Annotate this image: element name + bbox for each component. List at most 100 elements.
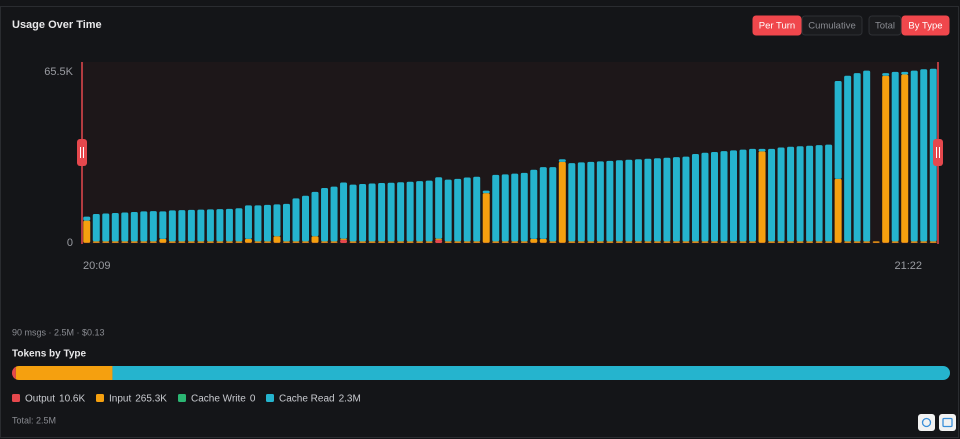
bar-segment xyxy=(482,193,490,243)
bar-segment xyxy=(416,241,424,243)
bar-segment xyxy=(511,241,519,243)
legend-name: Output xyxy=(25,393,55,404)
bar-segment xyxy=(511,173,519,242)
bar-segment xyxy=(615,160,623,242)
bar-segment xyxy=(197,209,205,242)
bar-segment xyxy=(853,73,861,242)
bar-segment xyxy=(891,71,899,242)
bar-segment xyxy=(634,241,642,243)
bar-segment xyxy=(454,178,462,242)
bar-segment xyxy=(796,241,804,243)
bar-segment xyxy=(653,158,661,242)
bar-segment xyxy=(340,239,348,243)
bar-segment xyxy=(159,238,167,243)
bar-segment xyxy=(634,159,642,242)
bar-segment xyxy=(558,159,566,162)
bar-segment xyxy=(653,241,661,243)
bar-segment xyxy=(558,161,566,243)
legend-name: Input xyxy=(109,393,131,404)
y-tick-label: 65.5K xyxy=(44,66,73,78)
bar-segment xyxy=(435,238,443,240)
bar-segment xyxy=(235,241,243,243)
bar-segment xyxy=(463,177,471,242)
bar-segment xyxy=(378,183,386,242)
bar-segment xyxy=(330,241,338,243)
legend-value: 2.3M xyxy=(339,393,361,404)
toggle-label[interactable]: Total xyxy=(875,21,895,32)
legend-swatch xyxy=(12,394,20,402)
toggle-button[interactable] xyxy=(868,15,902,36)
toggle-label[interactable]: Per Turn xyxy=(759,21,795,32)
bar-segment xyxy=(910,70,918,242)
bar-segment xyxy=(416,181,424,242)
bar-segment xyxy=(663,241,671,243)
type-segment xyxy=(15,366,113,380)
bar-segment xyxy=(330,186,338,242)
bar-segment xyxy=(825,144,833,242)
bar-segment xyxy=(520,241,528,243)
reset-icon[interactable] xyxy=(939,414,956,431)
bar-segment xyxy=(102,241,110,243)
legend-label: Output 10.6K xyxy=(25,393,85,404)
bar-segment xyxy=(863,241,871,243)
bar-segment xyxy=(520,172,528,242)
bar-segment xyxy=(730,241,738,243)
legend-value: 10.6K xyxy=(59,393,85,404)
bar-segment xyxy=(663,157,671,242)
type-bar xyxy=(12,366,950,380)
bar-segment xyxy=(787,241,795,243)
bar-segment xyxy=(787,146,795,242)
bar-segment xyxy=(777,147,785,242)
bar-segment xyxy=(853,241,861,243)
bar-segment xyxy=(882,73,890,76)
zoom-icon[interactable] xyxy=(918,414,935,431)
range-handle[interactable] xyxy=(933,139,943,166)
bar-segment xyxy=(473,176,481,242)
bar-segment xyxy=(834,178,842,243)
bar-segment xyxy=(168,210,176,242)
bar-segment xyxy=(406,241,414,243)
bar-segment xyxy=(368,183,376,242)
bar-segment xyxy=(225,208,233,242)
bar-segment xyxy=(435,239,443,243)
bar-segment xyxy=(672,157,680,242)
toggle-button[interactable] xyxy=(752,15,802,36)
bar-segment xyxy=(463,241,471,243)
legend-label: Cache Write 0 xyxy=(191,393,256,404)
bar-segment xyxy=(263,204,271,242)
toggle-button[interactable] xyxy=(901,15,950,36)
range-handle[interactable] xyxy=(77,139,87,166)
bar-segment xyxy=(149,211,157,242)
bar-segment xyxy=(844,75,852,242)
legend-value: 265.3K xyxy=(135,393,167,404)
legend-swatch xyxy=(178,394,186,402)
bar-segment xyxy=(929,241,937,243)
toggle-label[interactable]: By Type xyxy=(908,21,942,32)
bar-segment xyxy=(292,241,300,243)
bar-segment xyxy=(606,160,614,242)
bar-segment xyxy=(710,241,718,243)
bar-segment xyxy=(83,220,91,243)
bar-segment xyxy=(168,241,176,243)
bar-segment xyxy=(758,151,766,243)
bar-segment xyxy=(920,69,928,242)
bar-segment xyxy=(672,241,680,243)
bar-segment xyxy=(891,241,899,243)
bar-segment xyxy=(359,241,367,243)
toggle-button[interactable] xyxy=(801,15,863,36)
bar-segment xyxy=(178,241,186,243)
panel-border xyxy=(0,6,959,438)
bar-segment xyxy=(359,184,367,242)
bar-segment xyxy=(730,150,738,242)
bar-segment xyxy=(720,151,728,242)
bar-segment xyxy=(187,209,195,242)
toggle-label[interactable]: Cumulative xyxy=(808,21,856,32)
bar-segment xyxy=(311,236,319,243)
bar-segment xyxy=(387,182,395,242)
bar-segment xyxy=(302,241,310,243)
legend-swatch xyxy=(96,394,104,402)
bar-segment xyxy=(302,195,310,242)
bar-segment xyxy=(378,241,386,243)
bar-segment xyxy=(273,204,281,237)
